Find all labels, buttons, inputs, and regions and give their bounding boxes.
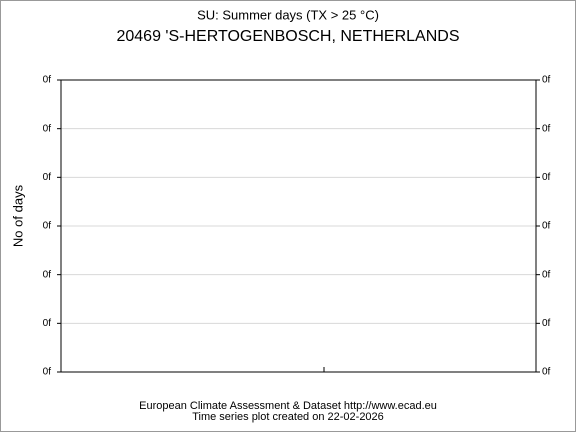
plot-area [60, 79, 537, 373]
y-tick-label: 0f [43, 367, 52, 378]
y-tick-label: 0f [542, 123, 551, 134]
y-tick-label: 0f [542, 318, 551, 329]
y-tick-label: 0f [43, 269, 52, 280]
chart-subtitle: 20469 'S-HERTOGENBOSCH, NETHERLANDS [116, 28, 459, 45]
y-axis-label: No of days [10, 184, 25, 247]
y-tick-label: 0f [43, 75, 52, 86]
y-tick-label: 0f [542, 221, 551, 232]
y-tick-label: 0f [43, 172, 52, 183]
y-tick-label: 0f [542, 172, 551, 183]
y-tick-label: 0f [542, 367, 551, 378]
y-tick-label: 0f [43, 318, 52, 329]
y-tick-label: 0f [43, 123, 52, 134]
y-tick-label: 0f [542, 269, 551, 280]
footer: Time series plot created on 22-02-2026 [192, 411, 384, 423]
y-tick-label: 0f [43, 221, 52, 232]
footer: European Climate Assessment & Dataset ht… [139, 400, 437, 412]
y-tick-label: 0f [542, 75, 551, 86]
chart-title: SU: Summer days (TX > 25 °C) [197, 7, 379, 22]
